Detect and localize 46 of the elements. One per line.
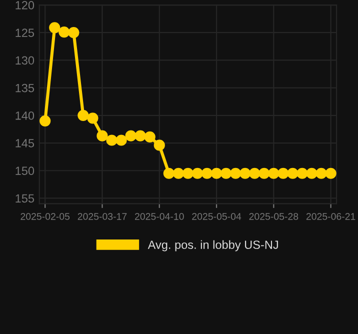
point	[172, 168, 184, 179]
point	[230, 168, 242, 179]
x-tick-label: 2025-06-21	[306, 213, 356, 220]
y-tick-label: 120	[16, 1, 34, 10]
y-tick-label: 140	[16, 111, 34, 120]
point	[49, 22, 60, 34]
point	[201, 168, 213, 179]
point	[40, 115, 51, 126]
x-tick-label: 2025-05-04	[192, 213, 242, 220]
y-tick-label: 135	[16, 84, 34, 92]
y-tick-label: 155	[16, 194, 34, 203]
point	[125, 130, 136, 142]
point	[134, 130, 146, 142]
point	[106, 134, 118, 146]
y-tick-label: 130	[16, 56, 34, 65]
point	[240, 168, 251, 179]
point	[182, 168, 194, 179]
point	[154, 140, 165, 151]
point	[249, 168, 260, 179]
point	[278, 168, 289, 179]
x-tick-label: 2025-03-17	[78, 213, 127, 220]
point	[78, 110, 89, 121]
point	[96, 130, 108, 142]
x-tick-label: 2025-02-05	[20, 213, 70, 220]
y-tick-label: 150	[16, 166, 34, 176]
point	[58, 26, 70, 38]
point	[220, 168, 232, 179]
legend-label: Avg. pos. in lobby US-NJ	[148, 240, 278, 252]
point	[210, 168, 222, 179]
point	[258, 168, 270, 179]
point	[325, 168, 336, 179]
point	[287, 168, 298, 179]
y-tick-label: 145	[16, 139, 34, 148]
point	[116, 134, 127, 146]
point	[144, 131, 156, 142]
point	[68, 27, 80, 38]
point	[163, 168, 174, 179]
x-tick-label: 2025-04-10	[135, 213, 184, 220]
point	[296, 168, 308, 179]
point	[316, 168, 327, 179]
point	[306, 168, 318, 179]
y-tick-label: 125	[16, 28, 34, 38]
x-tick-label: 2025-05-28	[249, 213, 298, 220]
point	[268, 168, 280, 179]
point	[192, 168, 204, 179]
point	[87, 112, 98, 124]
